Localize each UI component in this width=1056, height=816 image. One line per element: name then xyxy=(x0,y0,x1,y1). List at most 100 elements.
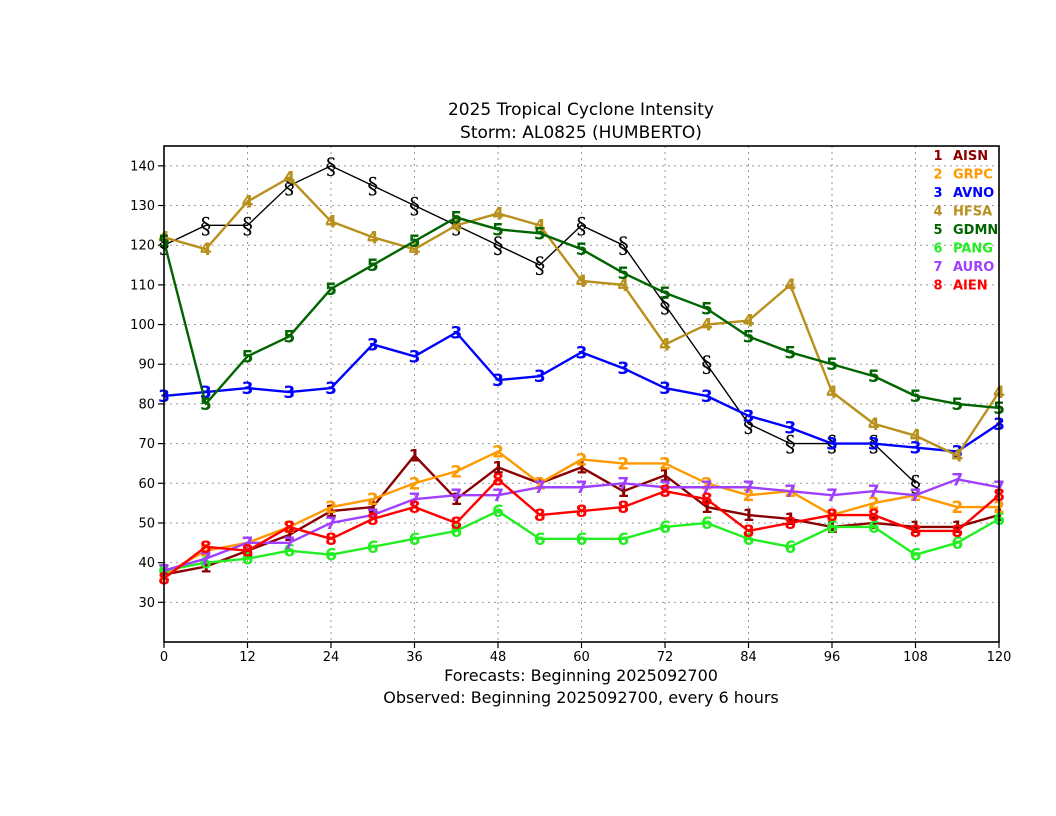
series-marker-hfsa: 4 xyxy=(492,204,504,224)
grid xyxy=(164,146,999,642)
series-marker-aisn: 1 xyxy=(951,518,963,538)
series-marker-hfsa: 4 xyxy=(200,240,212,260)
y-tick-label: 130 xyxy=(130,199,155,214)
legend-label-aien: AIEN xyxy=(953,279,988,294)
series-marker-avno: 3 xyxy=(659,379,671,399)
observed-hurricane-marker: § xyxy=(367,175,378,200)
series-marker-auro: 7 xyxy=(534,478,546,498)
series-marker-grpc: 2 xyxy=(367,490,379,510)
x-tick-label: 72 xyxy=(657,650,674,665)
observed-hurricane-marker: § xyxy=(242,214,253,239)
series-marker-pang: 6 xyxy=(617,530,629,550)
series-marker-aisn: 1 xyxy=(409,447,421,467)
series-marker-aisn: 1 xyxy=(200,558,212,578)
series-marker-auro: 7 xyxy=(951,470,963,490)
series-marker-aisn: 1 xyxy=(576,458,588,478)
y-tick-label: 60 xyxy=(138,477,155,492)
observed-hurricane-marker: § xyxy=(409,195,420,220)
series-marker-aisn: 1 xyxy=(784,510,796,530)
series-marker-pang: 6 xyxy=(826,518,838,538)
observed-hurricane-marker: § xyxy=(618,234,629,259)
series-marker-aien: 8 xyxy=(784,514,796,534)
series-marker-hfsa: 4 xyxy=(367,228,379,248)
observed-hurricane-marker: § xyxy=(910,472,921,497)
series-marker-grpc: 2 xyxy=(325,498,337,518)
x-tick-label: 48 xyxy=(490,650,507,665)
observed-hurricane-marker: § xyxy=(660,294,671,319)
series-marker-auro: 7 xyxy=(826,486,838,506)
series-marker-auro: 7 xyxy=(283,534,295,554)
series-marker-avno: 3 xyxy=(367,335,379,355)
series-marker-aien: 8 xyxy=(576,502,588,522)
series-marker-grpc: 2 xyxy=(450,462,462,482)
series-marker-grpc: 2 xyxy=(701,474,713,494)
series-marker-pang: 6 xyxy=(242,550,254,570)
series-marker-hfsa: 4 xyxy=(617,276,629,296)
series-marker-aien: 8 xyxy=(617,498,629,518)
series-marker-grpc: 2 xyxy=(200,542,212,562)
chart-title: 2025 Tropical Cyclone Intensity xyxy=(448,100,714,120)
series-marker-hfsa: 4 xyxy=(283,169,295,189)
legend-label-avno: AVNO xyxy=(953,186,994,201)
series-marker-avno: 3 xyxy=(701,387,713,407)
series-marker-gdmn: 5 xyxy=(283,327,295,347)
series-marker-aien: 8 xyxy=(200,538,212,558)
y-tick-label: 50 xyxy=(138,516,155,531)
x-axis-label: Forecasts: Beginning 2025092700 xyxy=(444,666,718,685)
series-marker-aien: 8 xyxy=(951,522,963,542)
series-marker-aien: 8 xyxy=(325,530,337,550)
series-marker-avno: 3 xyxy=(492,371,504,391)
series-marker-hfsa: 4 xyxy=(409,240,421,260)
series-marker-pang: 6 xyxy=(409,530,421,550)
series-marker-avno: 3 xyxy=(826,435,838,455)
series-marker-gdmn: 5 xyxy=(576,240,588,260)
series-marker-grpc: 2 xyxy=(617,454,629,474)
series-marker-hfsa: 4 xyxy=(576,272,588,292)
series-line-grpc xyxy=(163,450,999,576)
series-marker-aien: 8 xyxy=(743,522,755,542)
series-marker-auro: 7 xyxy=(325,514,337,534)
legend-id-avno: 3 xyxy=(933,186,942,201)
series-marker-avno: 3 xyxy=(200,383,212,403)
series-marker-aien: 8 xyxy=(409,498,421,518)
series-marker-auro: 7 xyxy=(743,478,755,498)
series-marker-aisn: 1 xyxy=(743,506,755,526)
series-marker-gdmn: 5 xyxy=(743,327,755,347)
series-marker-aien: 8 xyxy=(868,506,880,526)
series-marker-hfsa: 4 xyxy=(743,312,755,332)
series-marker-grpc: 2 xyxy=(743,486,755,506)
series-marker-aien: 8 xyxy=(534,506,546,526)
series-line-pang xyxy=(163,509,1000,572)
legend-id-aisn: 1 xyxy=(933,149,942,164)
series-marker-pang: 6 xyxy=(784,538,796,558)
series-marker-gdmn: 5 xyxy=(910,387,922,407)
series-marker-aien: 8 xyxy=(492,470,504,490)
series-marker-auro: 7 xyxy=(576,478,588,498)
observed-hurricane-marker: § xyxy=(200,214,211,239)
series-marker-aisn: 1 xyxy=(910,518,922,538)
series-marker-aien: 8 xyxy=(367,510,379,530)
series-marker-aien: 8 xyxy=(701,490,713,510)
legend-label-pang: PANG xyxy=(953,242,993,257)
series-marker-avno: 3 xyxy=(283,383,295,403)
y-tick-label: 110 xyxy=(130,278,155,293)
series-marker-aien: 8 xyxy=(826,506,838,526)
legend-id-aien: 8 xyxy=(933,279,942,294)
series-marker-pang: 6 xyxy=(492,502,504,522)
series-marker-avno: 3 xyxy=(868,435,880,455)
series-marker-auro: 7 xyxy=(868,482,880,502)
x-tick-label: 12 xyxy=(239,650,256,665)
series-line-gdmn xyxy=(162,216,1000,410)
series-marker-pang: 6 xyxy=(283,542,295,562)
series-marker-auro: 7 xyxy=(409,490,421,510)
observed-hurricane-marker: § xyxy=(451,214,462,239)
series-marker-aisn: 1 xyxy=(367,498,379,518)
series-marker-pang: 6 xyxy=(701,514,713,534)
legend-label-aisn: AISN xyxy=(953,149,988,164)
series-marker-gdmn: 5 xyxy=(826,355,838,375)
series-marker-gdmn: 5 xyxy=(868,367,880,387)
observed-hurricane-marker: § xyxy=(326,155,337,180)
series-marker-pang: 6 xyxy=(659,518,671,538)
series-marker-gdmn: 5 xyxy=(409,232,421,252)
